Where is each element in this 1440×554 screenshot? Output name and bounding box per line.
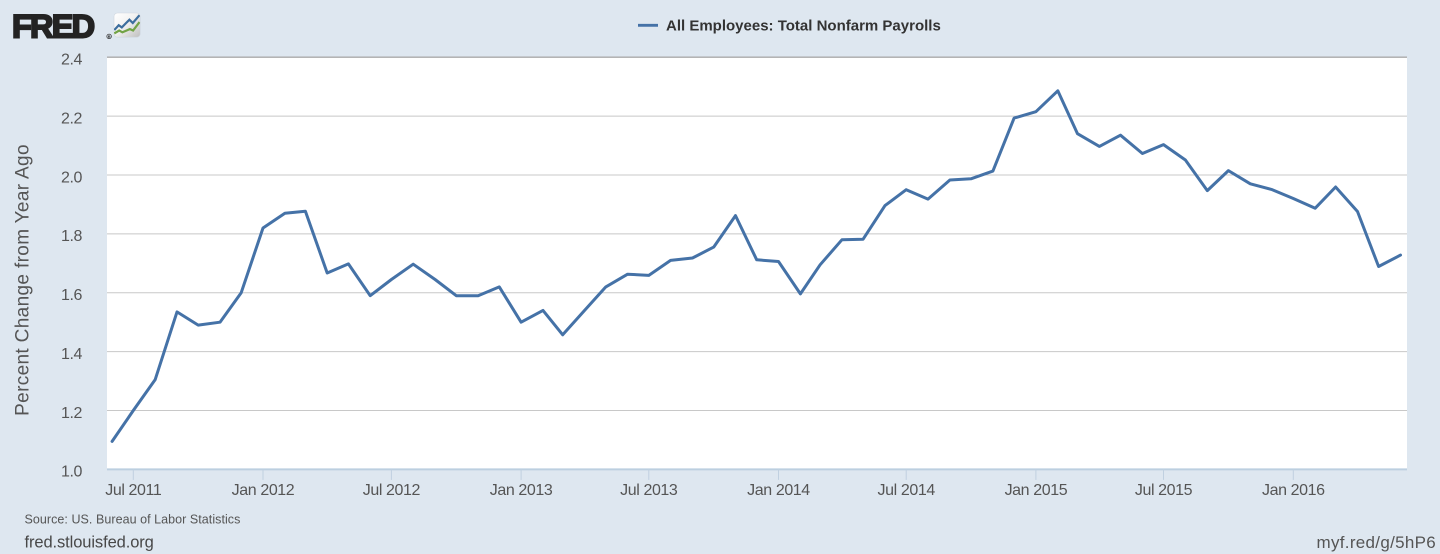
svg-text:fred.stlouisfed.org: fred.stlouisfed.org: [25, 534, 154, 552]
svg-text:Jan 2016: Jan 2016: [1262, 482, 1325, 499]
svg-text:Jan 2015: Jan 2015: [1005, 482, 1068, 499]
svg-text:myf.red/g/5hP6: myf.red/g/5hP6: [1317, 533, 1436, 552]
svg-text:2.4: 2.4: [61, 52, 83, 69]
svg-text:Jan 2012: Jan 2012: [232, 482, 295, 499]
svg-text:Source: US. Bureau of Labor St: Source: US. Bureau of Labor Statistics: [25, 513, 241, 527]
svg-text:Jan 2014: Jan 2014: [747, 482, 810, 499]
svg-text:Jul 2013: Jul 2013: [620, 482, 678, 499]
svg-text:1.6: 1.6: [61, 287, 83, 304]
svg-text:Percent Change from Year Ago: Percent Change from Year Ago: [13, 144, 34, 416]
svg-text:1.2: 1.2: [61, 405, 83, 422]
svg-text:2.2: 2.2: [61, 110, 83, 127]
svg-text:Jul 2011: Jul 2011: [105, 482, 162, 499]
svg-text:Jan 2013: Jan 2013: [490, 482, 553, 499]
svg-text:2.0: 2.0: [61, 169, 83, 186]
svg-text:1.0: 1.0: [61, 464, 83, 481]
svg-text:1.8: 1.8: [61, 228, 83, 245]
svg-text:All Employees: Total Nonfarm P: All Employees: Total Nonfarm Payrolls: [666, 18, 941, 35]
svg-text:Jul 2014: Jul 2014: [878, 482, 936, 499]
svg-text:FRED: FRED: [12, 9, 95, 45]
svg-text:Jul 2015: Jul 2015: [1135, 482, 1193, 499]
svg-text:1.4: 1.4: [61, 346, 83, 363]
svg-text:Jul 2012: Jul 2012: [363, 482, 421, 499]
svg-text:R: R: [108, 35, 111, 39]
